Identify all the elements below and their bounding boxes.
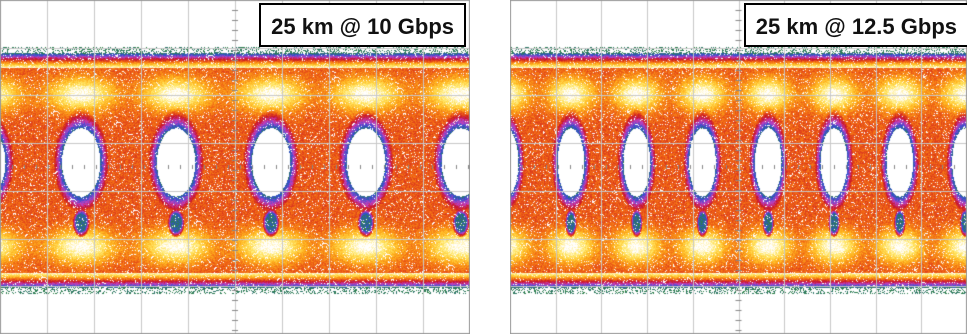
- eye-diagram-label: 25 km @ 10 Gbps: [259, 3, 466, 47]
- eye-diagram-left: 25 km @ 10 Gbps: [0, 0, 470, 334]
- eye-diagram-plot: [0, 0, 470, 334]
- eye-diagram-right: 25 km @ 12.5 Gbps: [510, 0, 967, 334]
- eye-diagram-label: 25 km @ 12.5 Gbps: [743, 3, 967, 47]
- eye-diagram-plot: [510, 0, 967, 334]
